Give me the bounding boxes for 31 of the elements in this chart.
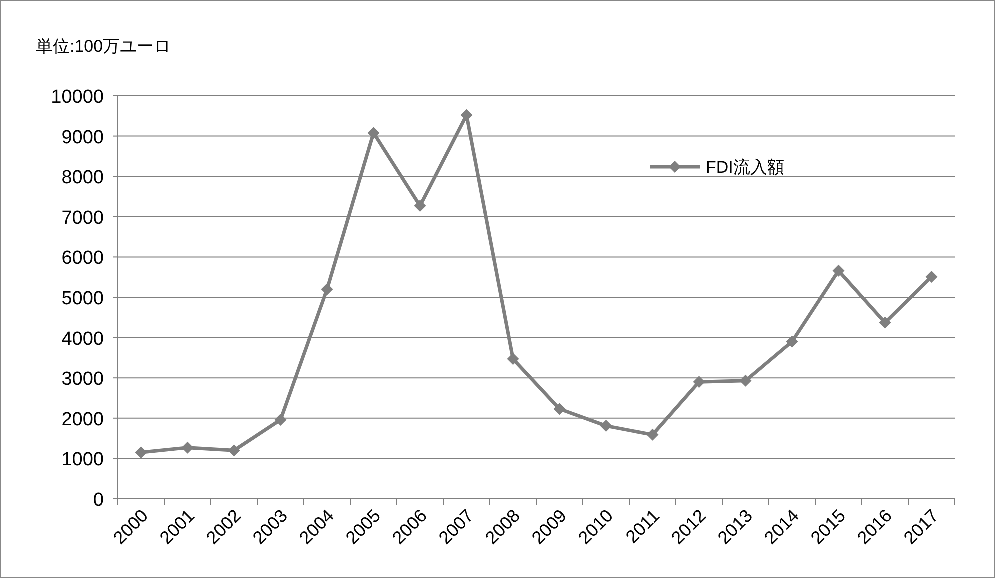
y-tick-label: 4000 — [62, 328, 104, 350]
point — [135, 446, 148, 459]
y-tick-label: 9000 — [62, 127, 104, 148]
point — [321, 283, 334, 296]
y-tick-label: 5000 — [62, 288, 104, 310]
y-tick-label: 6000 — [62, 248, 104, 270]
y-tick-label: 1000 — [62, 450, 104, 471]
point — [879, 316, 892, 329]
y-axis-title: 単位:100万ユーロ — [36, 37, 172, 56]
y-tick-label: 10000 — [51, 87, 104, 108]
point — [832, 264, 845, 277]
legend-label: FDI流入額 — [706, 158, 784, 177]
point — [368, 127, 380, 140]
point — [740, 374, 752, 387]
point — [926, 270, 938, 283]
point — [507, 353, 520, 366]
point — [646, 428, 659, 441]
point — [693, 376, 706, 388]
y-tick-label: 0 — [93, 490, 104, 511]
legend: FDI流入額 — [650, 158, 784, 177]
point — [554, 403, 566, 416]
point — [182, 442, 194, 454]
point — [274, 414, 287, 426]
y-tick-label: 2000 — [62, 409, 104, 430]
point — [600, 420, 612, 432]
point — [228, 444, 240, 457]
y-tick-label: 3000 — [62, 369, 104, 390]
point — [414, 200, 426, 212]
y-tick-label: 8000 — [62, 168, 104, 189]
y-tick-label: 7000 — [62, 208, 104, 229]
point — [786, 336, 798, 348]
